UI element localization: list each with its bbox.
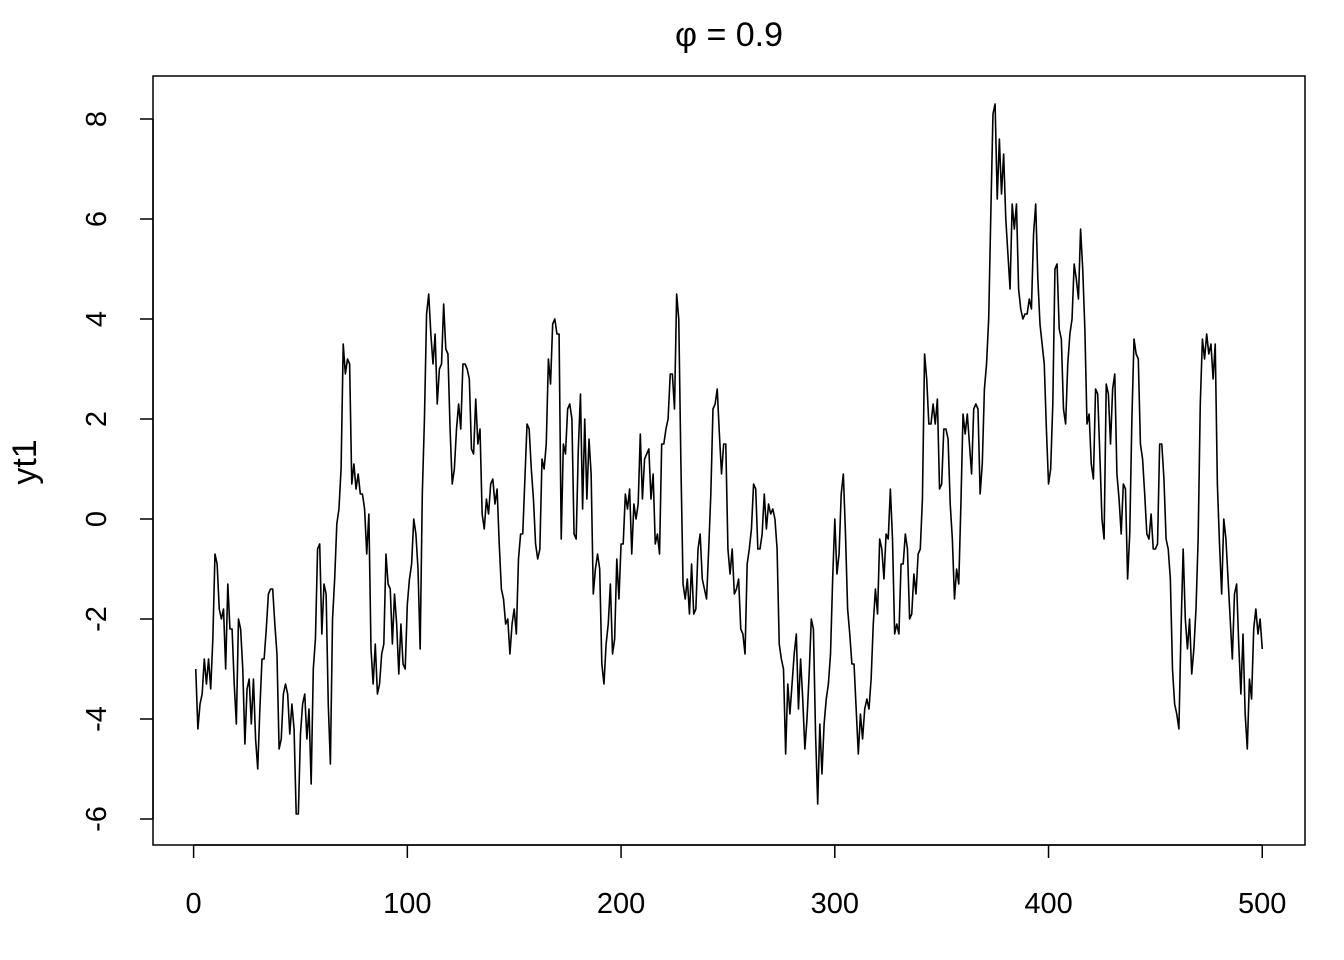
y-tick-label: 6	[81, 211, 113, 227]
x-tick-label: 0	[186, 888, 202, 920]
x-tick-label: 200	[597, 888, 645, 920]
y-tick-label: -2	[81, 606, 113, 632]
x-tick-label: 500	[1238, 888, 1286, 920]
x-tick-label: 300	[811, 888, 859, 920]
y-tick-label: -6	[81, 806, 113, 832]
y-tick-label: 4	[81, 311, 113, 327]
plot-frame	[152, 75, 1306, 846]
y-tick-label: 8	[81, 111, 113, 127]
y-tick-label: 0	[81, 511, 113, 527]
y-axis-label: yt1	[6, 439, 44, 484]
chart-title: φ = 0.9	[675, 16, 783, 54]
y-tick-label: -4	[81, 706, 113, 732]
series-line	[194, 103, 1264, 815]
y-tick-label: 2	[81, 411, 113, 427]
x-tick-label: 400	[1024, 888, 1072, 920]
x-tick-label: 100	[383, 888, 431, 920]
